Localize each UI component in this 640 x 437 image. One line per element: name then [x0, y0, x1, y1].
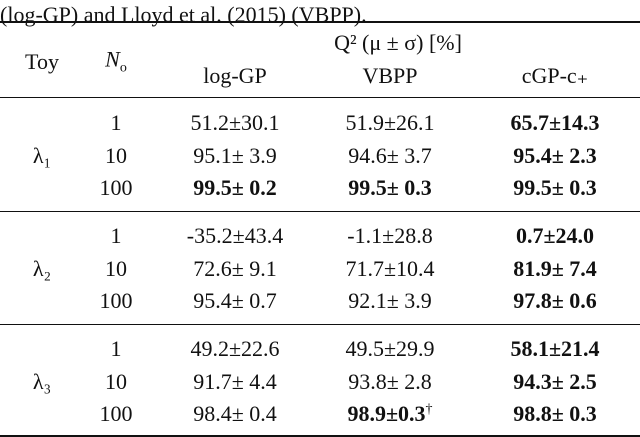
metric-header: Q² (μ ± σ) [%]	[334, 30, 462, 55]
value-cell: 98.9±0.3†	[347, 401, 433, 427]
column-header: log-GP	[203, 63, 267, 88]
n-cell: 10	[105, 369, 127, 394]
n-main: N	[105, 46, 120, 72]
value-cell: -1.1±28.8	[347, 223, 433, 248]
header-rule	[0, 97, 640, 98]
caption: (log-GP) and Lloyd et al. (2015) (VBPP).	[0, 2, 367, 27]
n-header: No	[105, 48, 127, 75]
value-cell: 71.7±10.4	[345, 256, 435, 281]
group-label: λ₁	[32, 143, 52, 168]
value-cell: 98.8± 0.3	[513, 401, 597, 426]
group-rule	[0, 435, 640, 437]
value-cell: 92.1± 3.9	[348, 288, 432, 313]
value-cell: 94.6± 3.7	[348, 143, 432, 168]
value-cell: 98.4± 0.4	[193, 401, 277, 426]
value-cell: 99.5± 0.3	[348, 175, 432, 200]
value-cell: -35.2±43.4	[186, 223, 284, 248]
group-rule	[0, 211, 640, 212]
column-header: VBPP	[362, 63, 418, 88]
toy-header: Toy	[25, 49, 59, 74]
n-sub: o	[119, 60, 127, 76]
value-cell: 72.6± 9.1	[193, 256, 277, 281]
value-cell: 99.5± 0.2	[193, 175, 277, 200]
group-label: λ₃	[32, 369, 52, 394]
n-cell: 100	[99, 288, 133, 313]
column-header: cGP-c₊	[521, 63, 589, 88]
value-cell: 0.7±24.0	[515, 223, 595, 248]
value-cell: 97.8± 0.6	[513, 288, 597, 313]
group-rule	[0, 324, 640, 325]
n-cell: 1	[110, 110, 122, 135]
footnote-mark: †	[425, 401, 433, 417]
value-cell: 95.4± 0.7	[193, 288, 277, 313]
n-cell: 10	[105, 143, 127, 168]
value-cell: 49.2±22.6	[190, 336, 280, 361]
value-cell: 93.8± 2.8	[348, 369, 432, 394]
value-cell: 95.4± 2.3	[513, 143, 597, 168]
n-cell: 100	[99, 401, 133, 426]
n-cell: 1	[110, 223, 122, 248]
n-cell: 1	[110, 336, 122, 361]
value-cell: 65.7±14.3	[510, 110, 600, 135]
value-cell: 51.9±26.1	[345, 110, 435, 135]
value-cell: 94.3± 2.5	[513, 369, 597, 394]
value-cell: 81.9± 7.4	[513, 256, 597, 281]
value-cell: 91.7± 4.4	[193, 369, 277, 394]
n-cell: 10	[105, 256, 127, 281]
value-cell: 99.5± 0.3	[513, 175, 597, 200]
value-cell: 49.5±29.9	[345, 336, 435, 361]
group-label: λ₂	[32, 256, 52, 281]
value-cell: 95.1± 3.9	[193, 143, 277, 168]
value-cell: 51.2±30.1	[190, 110, 280, 135]
value-cell: 58.1±21.4	[510, 336, 600, 361]
n-cell: 100	[99, 175, 133, 200]
top-rule	[0, 21, 640, 23]
